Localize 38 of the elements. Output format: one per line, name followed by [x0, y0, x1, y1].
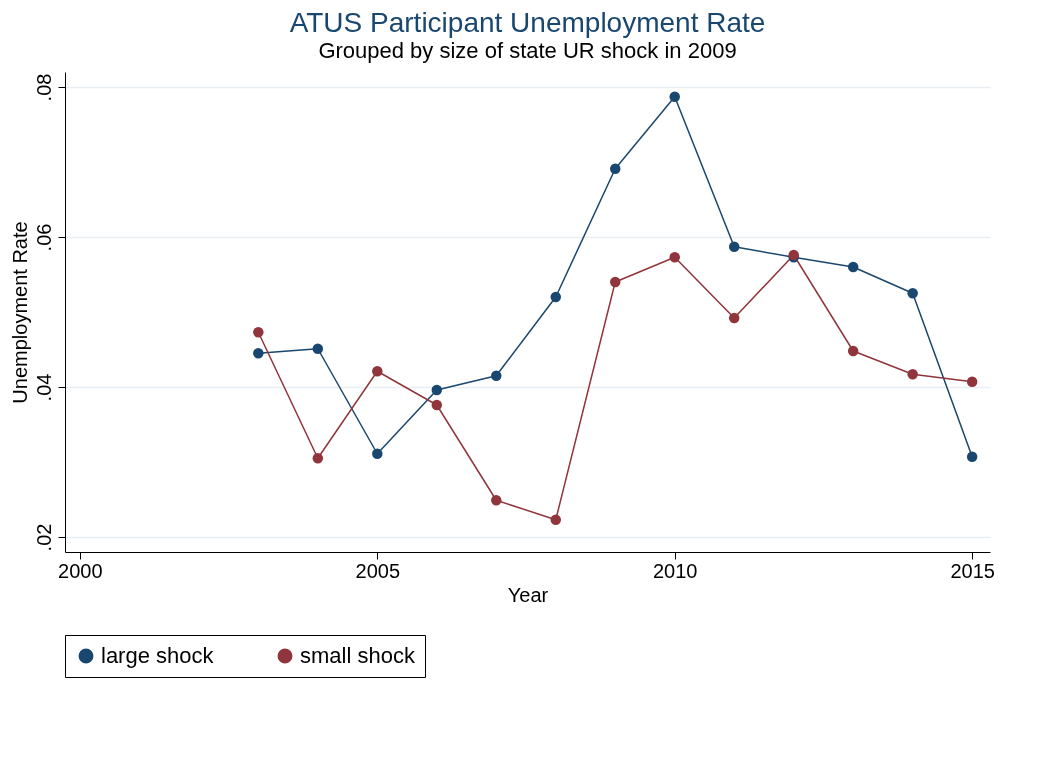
y-tick-label: .04: [32, 373, 55, 402]
point: [728, 312, 740, 324]
point: [491, 495, 502, 506]
point: [728, 241, 740, 252]
point: [550, 291, 561, 303]
point: [372, 366, 383, 377]
point: [372, 448, 383, 459]
x-tick-label: 2015: [950, 559, 995, 582]
chart-title: ATUS Participant Unemployment Rate: [289, 7, 766, 38]
point: [966, 451, 978, 462]
legend-label: small shock: [300, 643, 416, 668]
point: [907, 369, 918, 380]
y-tick-label: .06: [32, 223, 55, 252]
y-tick-label: .08: [32, 73, 55, 102]
x-tick-label: 2010: [652, 559, 698, 582]
chart-subtitle: Grouped by size of state UR shock in 2009: [318, 38, 737, 63]
point: [966, 376, 978, 387]
point: [610, 163, 621, 174]
point: [550, 514, 561, 525]
point: [253, 348, 264, 359]
point: [907, 288, 918, 299]
point: [431, 399, 443, 411]
y-axis-title: Unemployment Rate: [8, 221, 31, 404]
point: [431, 384, 443, 396]
point: [312, 453, 324, 464]
x-tick-label: 2000: [58, 559, 103, 582]
point: [669, 252, 680, 263]
point: [253, 327, 264, 338]
legend-label: large shock: [101, 643, 215, 668]
y-tick-label: .02: [32, 523, 55, 552]
x-axis-title: Year: [507, 583, 549, 606]
point: [610, 276, 621, 288]
x-tick-label: 2005: [355, 559, 401, 582]
point: [669, 91, 680, 102]
point: [847, 345, 859, 357]
point: [847, 261, 859, 273]
point: [312, 343, 324, 354]
point: [491, 370, 502, 381]
